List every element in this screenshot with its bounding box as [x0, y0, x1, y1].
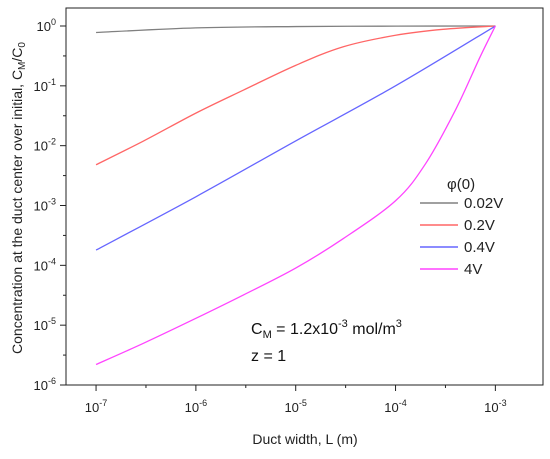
annotation-line2: z = 1 — [251, 348, 286, 365]
y-ticks: 10-6 10-5 10-4 10-3 10-2 10-1 100 — [34, 17, 66, 393]
series-line-0.4V — [95, 25, 496, 251]
series-line-4V — [95, 25, 496, 366]
anno-unit: mol/m — [348, 321, 396, 338]
anno-exp: -3 — [338, 318, 348, 330]
y-axis-label-slash: /C — [9, 48, 25, 62]
x-axis-label: Duct width, L (m) — [252, 431, 357, 447]
x-tick-label: 10-7 — [85, 398, 107, 415]
x-tick-label: 10-3 — [484, 398, 506, 415]
y-tick-label: 10-1 — [34, 77, 56, 94]
y-tick-label: 10-2 — [34, 137, 56, 154]
anno-sub-m: M — [263, 329, 272, 341]
y-tick-label: 10-5 — [34, 316, 56, 333]
x-tick-label: 10-5 — [284, 398, 306, 415]
series-line-0.2V — [95, 25, 496, 166]
x-tick-label: 10-6 — [185, 398, 207, 415]
anno-value: = 1.2x10 — [272, 321, 338, 338]
legend-label: 4V — [464, 261, 482, 278]
anno-unit-exp: 3 — [396, 318, 402, 330]
y-axis-label-main: Concentration at the duct center over in… — [9, 70, 25, 354]
y-axis-label-sub-m: M — [17, 62, 28, 70]
y-tick-label: 10-4 — [34, 256, 56, 273]
legend-label: 0.4V — [464, 239, 495, 256]
annotation-line1: CM = 1.2x10-3 mol/m3 — [251, 318, 402, 341]
anno-c: C — [251, 321, 263, 338]
plot-frame — [65, 7, 544, 386]
legend-label: 0.02V — [464, 195, 503, 212]
series-line-0.02V — [96, 25, 496, 34]
y-tick-label: 10-3 — [34, 197, 56, 214]
annotation: CM = 1.2x10-3 mol/m3 z = 1 — [251, 318, 402, 365]
y-axis-label: Concentration at the duct center over in… — [9, 42, 28, 354]
legend-title: φ(0) — [447, 176, 475, 193]
x-tick-label: 10-4 — [384, 398, 406, 415]
series-lines — [95, 25, 496, 366]
legend-label: 0.2V — [464, 217, 495, 234]
x-ticks: 10-7 10-6 10-5 10-4 10-3 — [85, 385, 507, 415]
y-axis-label-sub-0: 0 — [17, 42, 28, 48]
legend: φ(0) 0.02V 0.2V 0.4V 4V — [420, 176, 503, 278]
y-tick-label: 100 — [37, 17, 56, 34]
y-tick-label: 10-6 — [34, 376, 56, 393]
